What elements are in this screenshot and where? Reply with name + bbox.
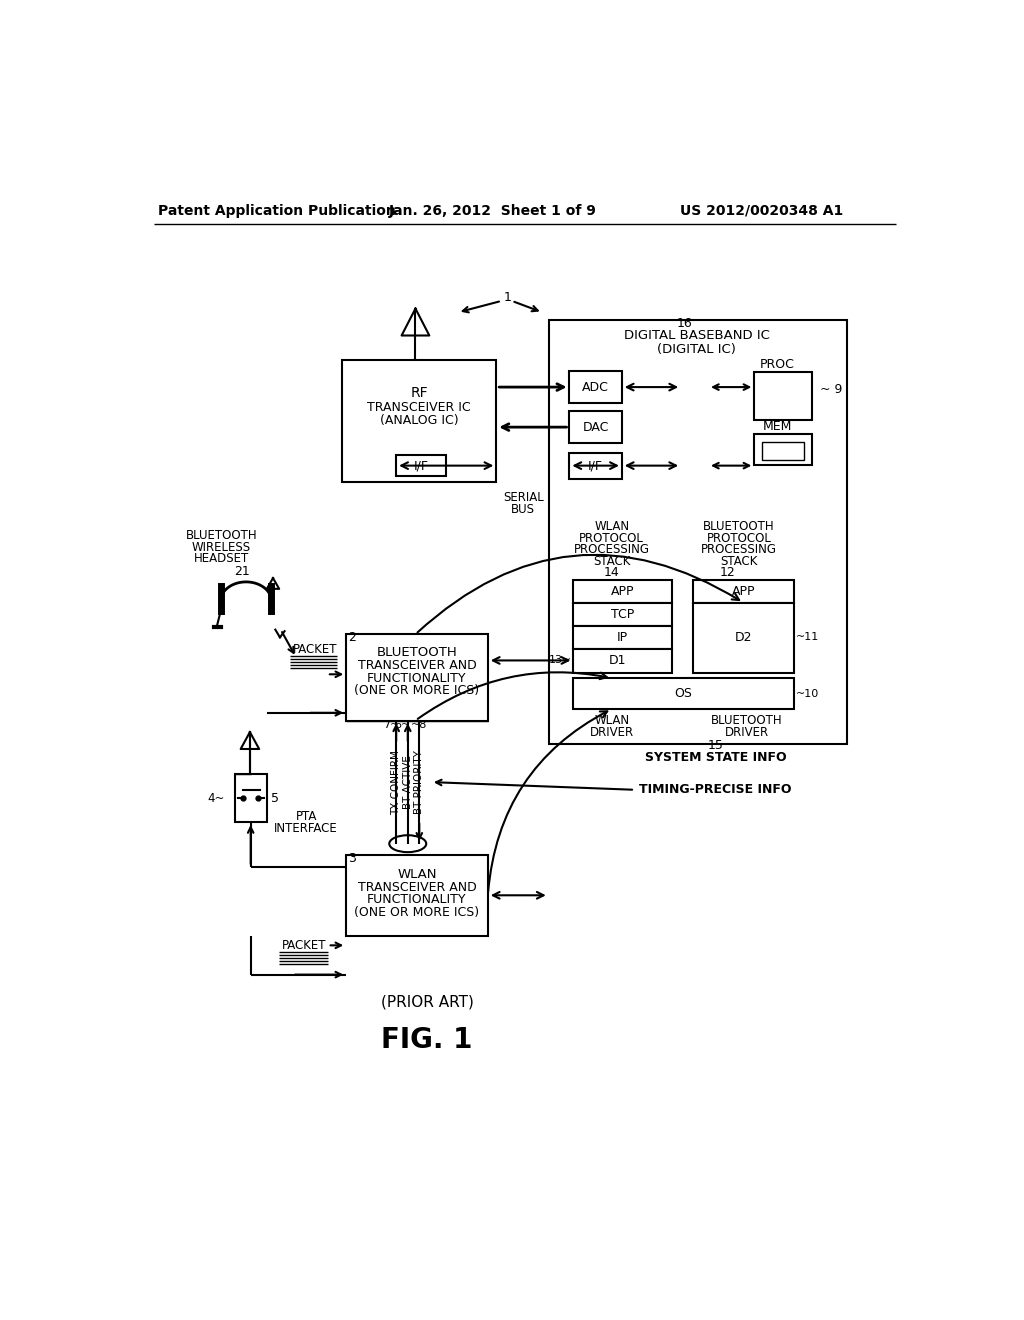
Text: FUNCTIONALITY: FUNCTIONALITY	[368, 894, 467, 907]
Text: MEM: MEM	[763, 420, 792, 433]
Text: (ONE OR MORE ICS): (ONE OR MORE ICS)	[354, 684, 479, 697]
Text: WIRELESS: WIRELESS	[191, 541, 251, 554]
Text: BLUETOOTH: BLUETOOTH	[185, 529, 257, 543]
FancyBboxPatch shape	[573, 649, 672, 673]
Text: TRANSCEIVER AND: TRANSCEIVER AND	[357, 880, 476, 894]
Text: TIMING-PRECISE INFO: TIMING-PRECISE INFO	[639, 783, 792, 796]
Text: (DIGITAL IC): (DIGITAL IC)	[657, 343, 736, 356]
Text: BT ACTIVE: BT ACTIVE	[402, 755, 413, 809]
Text: TCP: TCP	[611, 607, 634, 620]
Text: BLUETOOTH: BLUETOOTH	[703, 520, 775, 533]
FancyBboxPatch shape	[569, 411, 622, 444]
Text: TX CONFIRM: TX CONFIRM	[391, 750, 401, 814]
Text: DRIVER: DRIVER	[590, 726, 634, 739]
Text: (ANALOG IC): (ANALOG IC)	[380, 414, 459, 428]
Text: D1: D1	[608, 653, 626, 667]
Text: 12: 12	[720, 566, 735, 579]
FancyBboxPatch shape	[342, 360, 497, 482]
Text: PROCESSING: PROCESSING	[573, 543, 650, 556]
Text: BT PRIORITY: BT PRIORITY	[415, 750, 424, 814]
Text: (PRIOR ART): (PRIOR ART)	[381, 994, 473, 1008]
Text: PACKET: PACKET	[293, 643, 338, 656]
Text: 15: 15	[708, 739, 724, 751]
Text: PROC: PROC	[760, 358, 795, 371]
Text: INTERFACE: INTERFACE	[274, 822, 338, 834]
FancyBboxPatch shape	[569, 453, 622, 479]
Text: FUNCTIONALITY: FUNCTIONALITY	[368, 672, 467, 685]
Text: WLAN: WLAN	[397, 869, 437, 880]
FancyBboxPatch shape	[346, 855, 487, 936]
FancyBboxPatch shape	[573, 579, 672, 603]
Text: WLAN: WLAN	[594, 714, 630, 727]
Text: 16: 16	[677, 317, 693, 330]
Text: HEADSET: HEADSET	[194, 552, 249, 565]
Text: I/F: I/F	[414, 459, 428, 473]
Text: IP: IP	[617, 631, 628, 644]
FancyBboxPatch shape	[573, 678, 795, 709]
Text: TRANSCEIVER AND: TRANSCEIVER AND	[357, 659, 476, 672]
Text: SERIAL: SERIAL	[503, 491, 544, 504]
Text: FIG. 1: FIG. 1	[381, 1026, 473, 1055]
Text: ADC: ADC	[583, 380, 609, 393]
Text: Jan. 26, 2012  Sheet 1 of 9: Jan. 26, 2012 Sheet 1 of 9	[388, 203, 596, 218]
FancyBboxPatch shape	[549, 321, 847, 743]
Text: US 2012/0020348 A1: US 2012/0020348 A1	[680, 203, 844, 218]
Text: D2: D2	[735, 631, 753, 644]
Text: ~10: ~10	[796, 689, 819, 698]
Text: 5: 5	[270, 792, 279, 805]
Text: 2: 2	[348, 631, 355, 644]
Text: 13~: 13~	[549, 656, 571, 665]
Text: 14: 14	[604, 566, 620, 579]
FancyBboxPatch shape	[573, 626, 672, 649]
Text: TRANSCEIVER IC: TRANSCEIVER IC	[368, 400, 471, 413]
Text: RF: RF	[411, 387, 428, 400]
Text: PTA: PTA	[296, 810, 316, 824]
FancyBboxPatch shape	[346, 635, 487, 721]
Text: STACK: STACK	[720, 554, 758, 568]
Text: ~8: ~8	[411, 721, 427, 730]
FancyBboxPatch shape	[755, 434, 812, 465]
Text: PACKET: PACKET	[282, 939, 326, 952]
Text: BUS: BUS	[511, 503, 536, 516]
Text: BLUETOOTH: BLUETOOTH	[711, 714, 782, 727]
Text: OS: OS	[675, 686, 692, 700]
Text: STACK: STACK	[593, 554, 631, 568]
Text: BLUETOOTH: BLUETOOTH	[377, 647, 458, 659]
Text: 7~: 7~	[383, 721, 399, 730]
Text: Patent Application Publication: Patent Application Publication	[158, 203, 395, 218]
Text: (ONE OR MORE ICS): (ONE OR MORE ICS)	[354, 906, 479, 919]
Text: PROCESSING: PROCESSING	[700, 543, 777, 556]
Text: 21: 21	[234, 565, 250, 578]
Text: SYSTEM STATE INFO: SYSTEM STATE INFO	[645, 751, 786, 764]
Text: APP: APP	[732, 585, 756, 598]
Text: DRIVER: DRIVER	[725, 726, 769, 739]
Text: ~11: ~11	[796, 632, 819, 643]
Text: APP: APP	[611, 585, 634, 598]
Text: 3: 3	[348, 851, 356, 865]
Text: WLAN: WLAN	[594, 520, 630, 533]
Text: 6~: 6~	[394, 721, 411, 730]
Text: I/F: I/F	[588, 459, 603, 473]
FancyBboxPatch shape	[234, 775, 267, 822]
FancyBboxPatch shape	[762, 442, 804, 461]
Text: DAC: DAC	[583, 421, 609, 434]
FancyBboxPatch shape	[692, 603, 795, 673]
Text: 1: 1	[504, 290, 512, 304]
FancyBboxPatch shape	[396, 455, 446, 477]
Text: ~ 9: ~ 9	[819, 383, 842, 396]
Text: 4~: 4~	[207, 792, 224, 805]
Text: PROTOCOL: PROTOCOL	[707, 532, 771, 545]
FancyBboxPatch shape	[573, 603, 672, 626]
FancyBboxPatch shape	[569, 371, 622, 404]
FancyBboxPatch shape	[755, 372, 812, 420]
FancyBboxPatch shape	[692, 579, 795, 603]
Text: PROTOCOL: PROTOCOL	[580, 532, 644, 545]
Text: DIGITAL BASEBAND IC: DIGITAL BASEBAND IC	[624, 329, 769, 342]
